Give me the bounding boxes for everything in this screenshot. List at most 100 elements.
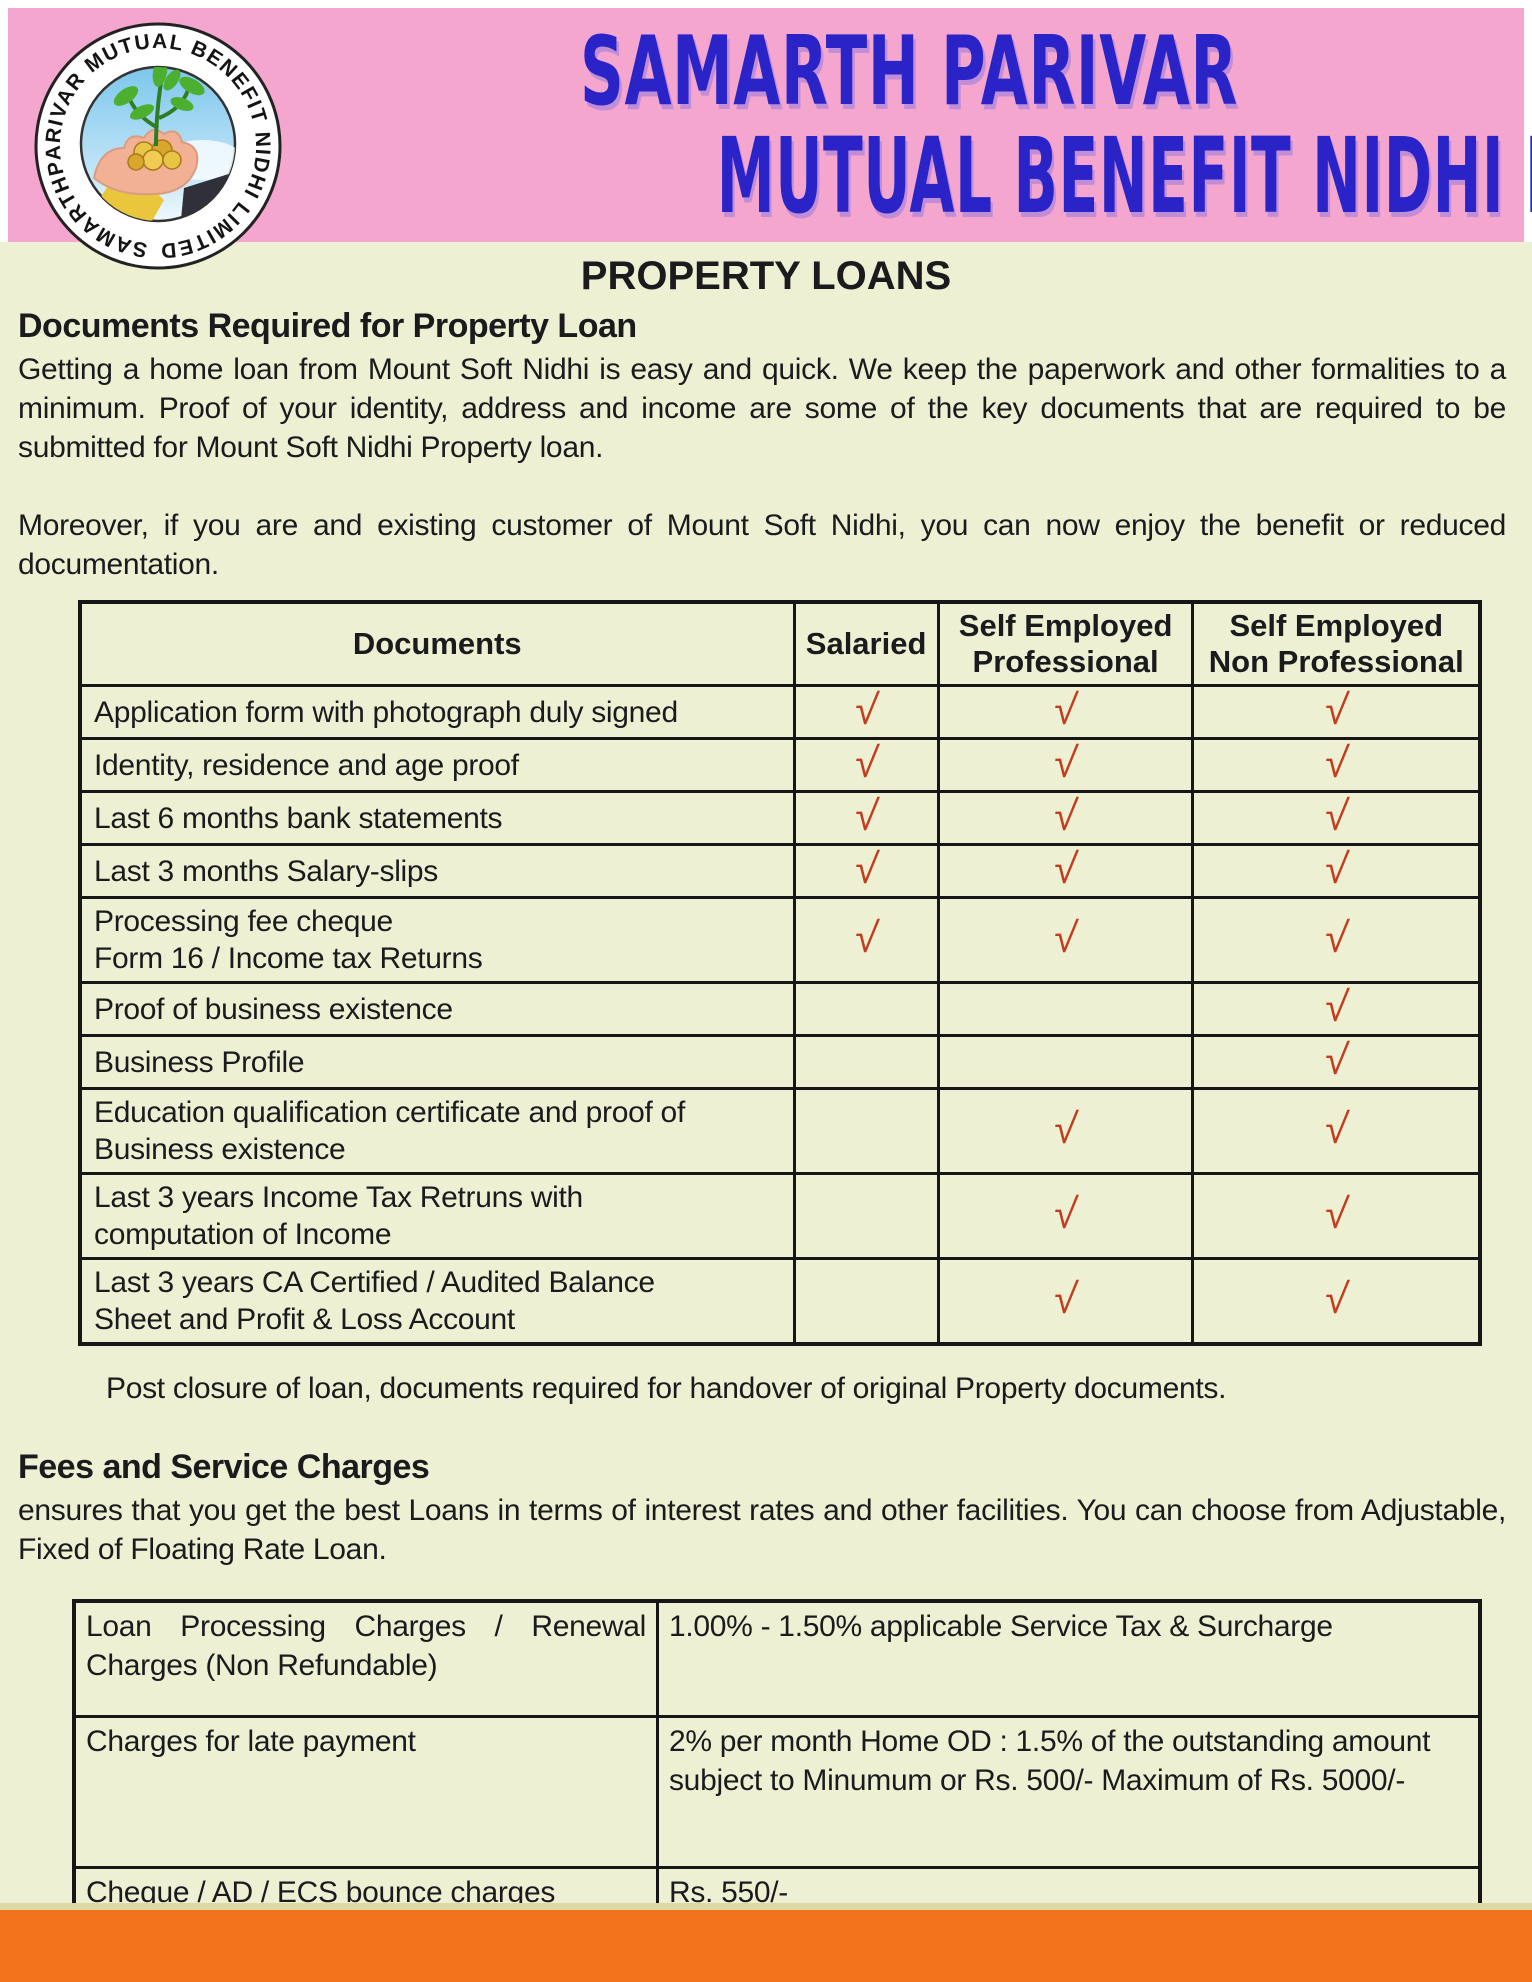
document-name-cell: Last 3 months Salary-slips [78,843,796,899]
footer-separator-line [0,1903,1532,1910]
company-title-line1: SAMARTH PARIVAR [579,17,1238,127]
check-cell: √ [936,896,1195,984]
fees-value-cell: 1.00% - 1.50% applicable Service Tax & S… [655,1599,1482,1718]
document-row: Processing fee cheque Form 16 / Income t… [78,896,1482,984]
empty-cell [792,981,940,1037]
checkmark-icon: √ [1051,1275,1080,1322]
column-header-documents: Documents [78,600,796,687]
document-name-cell: Last 6 months bank statements [78,790,796,846]
footer-bar [0,1910,1532,1982]
document-name-cell: Application form with photograph duly si… [78,684,796,740]
fees-label-cell: Loan Processing Charges / Renewal Charge… [72,1599,659,1718]
fees-value-cell: 2% per month Home OD : 1.5% of the outst… [655,1715,1482,1869]
checkmark-icon: √ [1322,1105,1351,1152]
checkmark-icon: √ [852,845,881,892]
checkmark-icon: √ [852,686,881,733]
checkmark-icon: √ [1051,739,1080,786]
check-cell: √ [936,737,1195,793]
checkmark-icon: √ [852,792,881,839]
checkmark-icon: √ [1051,1105,1080,1152]
check-cell: √ [1191,790,1482,846]
check-cell: √ [1191,684,1482,740]
fees-row: Loan Processing Charges / Renewal Charge… [72,1599,1482,1718]
check-cell: √ [792,684,940,740]
check-cell: √ [1191,1172,1482,1260]
checkmark-icon: √ [1322,739,1351,786]
check-cell: √ [936,1087,1195,1175]
empty-cell [792,1172,940,1260]
document-row: Last 3 years Income Tax Retruns with com… [78,1172,1482,1260]
document-name-cell: Business Profile [78,1034,796,1090]
check-cell: √ [792,737,940,793]
check-cell: √ [792,843,940,899]
fees-row: Charges for late payment 2% per month Hom… [72,1715,1482,1869]
documents-table-header-row: Documents Salaried Self Employed Profess… [78,600,1482,687]
check-cell: √ [936,843,1195,899]
documents-paragraph-2: Moreover, if you are and existing custom… [18,509,1506,581]
page-title: PROPERTY LOANS [580,254,952,298]
post-closure-note: Post closure of loan, documents required… [106,1372,1227,1405]
document-row: Application form with photograph duly si… [78,684,1482,740]
company-titles: SAMARTH PARIVAR MUTUAL BENEFIT NIDHI LIM… [293,8,1532,229]
empty-cell [936,981,1195,1037]
coins [127,139,182,171]
check-cell: √ [936,790,1195,846]
document-row: Last 6 months bank statements √ √ √ [78,790,1482,846]
document-row: Business Profile √ [78,1034,1482,1090]
company-logo: SAMARTHPARIVAR MUTUAL BENEFIT NIDHI LIMI… [32,20,284,272]
document-name-cell: Identity, residence and age proof [78,737,796,793]
empty-cell [792,1257,940,1346]
checkmark-icon: √ [1322,1275,1351,1322]
leaves [113,67,205,120]
fees-paragraph: ensures that you get the best Loans in t… [18,1494,1506,1566]
document-row: Proof of business existence √ [78,981,1482,1037]
check-cell: √ [1191,843,1482,899]
column-header-self-employed-non-professional: Self Employed Non Professional [1191,600,1482,687]
company-title-line2: MUTUAL BENEFIT NIDHI LIMITED [716,114,1532,237]
empty-cell [936,1034,1195,1090]
check-cell: √ [792,896,940,984]
column-header-self-employed-professional: Self Employed Professional [936,600,1195,687]
documents-table-body: Application form with photograph duly si… [78,684,1482,1346]
checkmark-icon: √ [1322,983,1351,1030]
empty-cell [792,1034,940,1090]
document-name-cell: Last 3 years Income Tax Retruns with com… [78,1172,796,1260]
document-name-cell: Last 3 years CA Certified / Audited Bala… [78,1257,796,1346]
checkmark-icon: √ [1322,1190,1351,1237]
checkmark-icon: √ [1322,914,1351,961]
checkmark-icon: √ [1322,1036,1351,1083]
document-row: Education qualification certificate and … [78,1087,1482,1175]
checkmark-icon: √ [1051,686,1080,733]
fees-label-cell: Charges for late payment [72,1715,659,1869]
checkmark-icon: √ [1322,686,1351,733]
document-name-cell: Education qualification certificate and … [78,1087,796,1175]
header-banner: SAMARTHPARIVAR MUTUAL BENEFIT NIDHI LIMI… [8,8,1532,270]
column-header-salaried: Salaried [792,600,940,687]
check-cell: √ [936,684,1195,740]
company-logo-seal: SAMARTHPARIVAR MUTUAL BENEFIT NIDHI LIMI… [34,22,282,270]
document-name-cell: Processing fee cheque Form 16 / Income t… [78,896,796,984]
checkmark-icon: √ [1322,845,1351,892]
checkmark-icon: √ [1051,914,1080,961]
checkmark-icon: √ [1051,1190,1080,1237]
check-cell: √ [1191,981,1482,1037]
checkmark-icon: √ [1051,845,1080,892]
check-cell: √ [936,1172,1195,1260]
documents-paragraph-1: Getting a home loan from Mount Soft Nidh… [18,353,1506,464]
checkmark-icon: √ [852,739,881,786]
check-cell: √ [1191,1257,1482,1346]
documents-section-heading: Documents Required for Property Loan [18,307,637,345]
check-cell: √ [936,1257,1195,1346]
empty-cell [792,1087,940,1175]
checkmark-icon: √ [1322,792,1351,839]
fees-section-heading: Fees and Service Charges [18,1448,430,1486]
flyer-body: PROPERTY LOANS Documents Required for Pr… [0,242,1532,1980]
check-cell: √ [1191,1087,1482,1175]
document-row: Last 3 years CA Certified / Audited Bala… [78,1257,1482,1346]
documents-table: Documents Salaried Self Employed Profess… [78,600,1482,1346]
document-name-cell: Proof of business existence [78,981,796,1037]
document-row: Identity, residence and age proof √ √ √ [78,737,1482,793]
check-cell: √ [1191,896,1482,984]
check-cell: √ [1191,1034,1482,1090]
